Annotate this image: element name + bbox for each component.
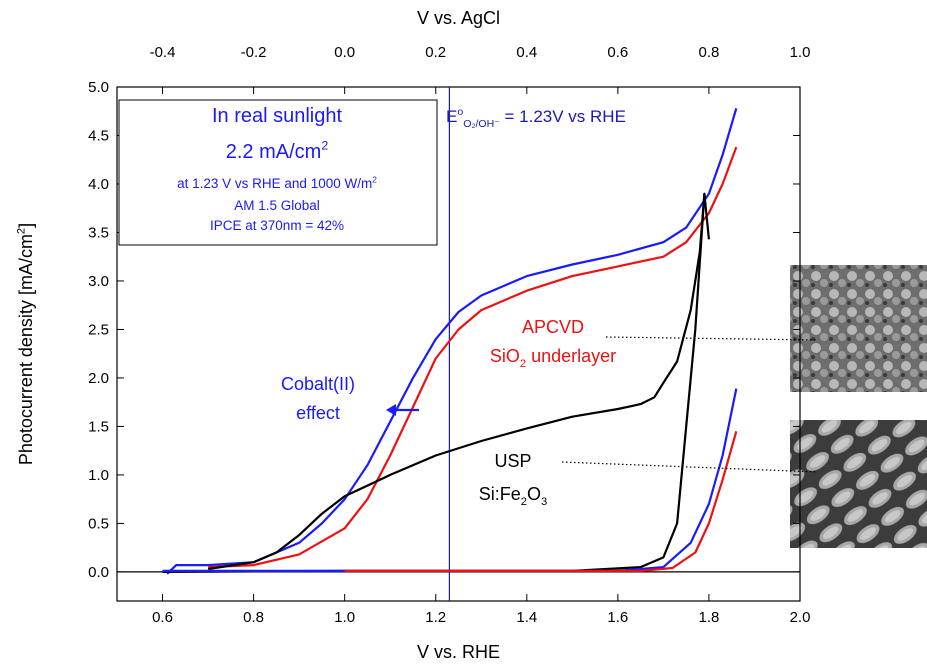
annotation: Si:Fe2O3: [479, 484, 547, 508]
x2-tick-label: 0.0: [334, 44, 355, 61]
x2-tick-label: -0.4: [150, 44, 176, 61]
plot-frame: [116, 86, 801, 602]
text-part: underlayer: [526, 346, 616, 366]
x2-tick-label: 0.8: [699, 44, 720, 61]
x-axis-label: V vs. RHE: [417, 642, 500, 662]
y-axis-label: Photocurrent density [mA/cm2]: [15, 223, 36, 465]
x2-tick-label: 1.0: [790, 44, 811, 61]
x-tick-label: 1.0: [334, 609, 355, 626]
text-part: Photocurrent density [mA/cm: [16, 234, 36, 465]
text-part: SiO: [490, 346, 520, 366]
annotation: Cobalt(II): [281, 374, 355, 394]
text-part: 2: [321, 139, 328, 153]
curve: [207, 192, 710, 571]
text-part: O: [527, 484, 541, 504]
annotation: In real sunlight: [212, 105, 343, 127]
y-tick-label: 0.0: [88, 564, 109, 581]
text-part: E: [446, 107, 457, 126]
y-tick-label: 1.5: [88, 418, 109, 435]
annotation: IPCE at 370nm = 42%: [210, 218, 344, 233]
y-tick-label: 4.5: [88, 127, 109, 144]
y-tick-label: 0.5: [88, 515, 109, 532]
sem-image-apcvd: [790, 265, 927, 392]
x-tick-label: 2.0: [790, 609, 811, 626]
text-part: 2: [520, 358, 526, 370]
text-part: 2: [521, 496, 527, 508]
text-part: 3: [541, 496, 547, 508]
text-part: ]: [16, 223, 36, 228]
x-tick-label: 1.2: [425, 609, 446, 626]
x2-axis-label: V vs. AgCl: [417, 8, 500, 28]
annotation: EoO₂/OH⁻ = 1.23V vs RHE: [446, 106, 626, 130]
curve: [162, 193, 706, 573]
y-tick-label: 1.0: [88, 467, 109, 484]
text-part: 2: [372, 174, 377, 184]
x2-tick-label: 0.4: [516, 44, 537, 61]
annotation: 2.2 mA/cm2: [226, 139, 329, 163]
annotation: APCVD: [522, 317, 584, 337]
curve: [208, 146, 738, 569]
text-part: 2.2 mA/cm: [226, 141, 322, 163]
text-part: at 1.23 V vs RHE and 1000 W/m: [177, 176, 372, 191]
x-tick-label: 1.4: [516, 609, 537, 626]
curve: [344, 431, 738, 572]
text-part: 2: [15, 228, 27, 234]
text-part: USP: [494, 451, 531, 471]
text-part: Si:Fe: [479, 484, 521, 504]
x-tick-label: 0.8: [243, 609, 264, 626]
annotation: effect: [296, 403, 340, 423]
x-tick-label: 1.6: [607, 609, 628, 626]
leader-line: [561, 461, 819, 473]
y-tick-label: 2.0: [88, 370, 109, 387]
x-tick-label: 1.8: [699, 609, 720, 626]
text-part: APCVD: [522, 317, 584, 337]
y-tick-label: 2.5: [88, 321, 109, 338]
leader-line: [605, 336, 819, 341]
text-part: In real sunlight: [212, 105, 343, 127]
annotation: USP: [494, 451, 531, 471]
x-tick-label: 0.6: [152, 609, 173, 626]
text-part: AM 1.5 Global: [234, 198, 320, 213]
annotation: at 1.23 V vs RHE and 1000 W/m2: [177, 174, 377, 191]
annotation: AM 1.5 Global: [234, 198, 320, 213]
y-tick-label: 3.5: [88, 224, 109, 241]
x2-tick-label: 0.2: [425, 44, 446, 61]
text-part: o: [457, 106, 463, 118]
arrow-head: [386, 404, 396, 416]
y-tick-label: 3.0: [88, 273, 109, 290]
sem-image-usp: [790, 420, 927, 548]
y-tick-label: 4.0: [88, 176, 109, 193]
text-part: IPCE at 370nm = 42%: [210, 218, 344, 233]
text-part: effect: [296, 403, 340, 423]
info-box: [118, 99, 438, 246]
text-part: = 1.23V vs RHE: [500, 107, 626, 126]
text-part: Cobalt(II): [281, 374, 355, 394]
y-tick-label: 5.0: [88, 79, 109, 96]
annotation: SiO2 underlayer: [490, 346, 616, 370]
x2-tick-label: -0.2: [241, 44, 267, 61]
text-part: O₂/OH⁻: [463, 118, 500, 130]
x2-tick-label: 0.6: [607, 44, 628, 61]
